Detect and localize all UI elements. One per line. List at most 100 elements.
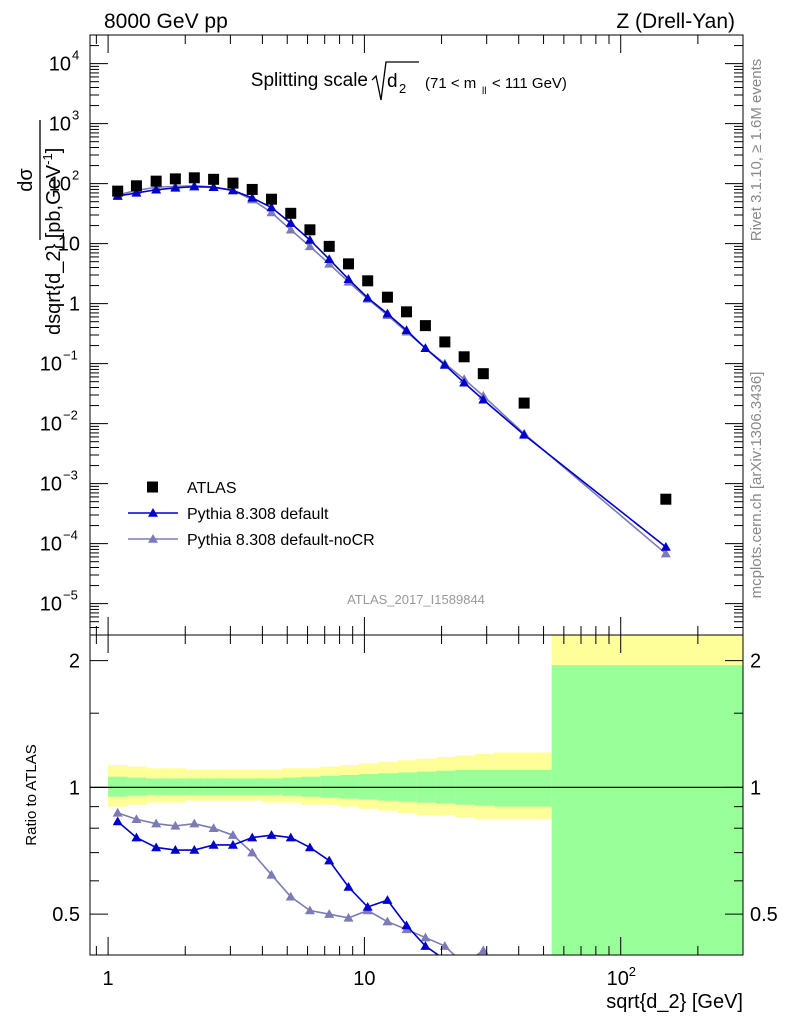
ratio-green-band (301, 776, 321, 797)
y-tick-label-exponent: −4 (63, 528, 78, 543)
ratio-series-marker (324, 909, 335, 918)
y-tick-label-exponent: −5 (63, 588, 78, 603)
y-label-den-main: dsqrt{d_2} [pb,GeV (43, 164, 65, 335)
x-tick-label: 1 (103, 968, 114, 990)
legend-triangle-marker (148, 534, 158, 543)
atlas-data-point (381, 291, 393, 303)
ratio-series-marker (420, 941, 431, 950)
analysis-watermark: ATLAS_2017_I1589844 (347, 592, 485, 607)
main-series-marker (227, 185, 238, 195)
atlas-data-point (458, 351, 470, 363)
ratio-y-tick-label-right: 1 (750, 777, 761, 799)
main-series-marker (266, 207, 277, 217)
ratio-series-marker (324, 855, 335, 865)
ratio-green-band (204, 778, 225, 795)
y-tick-label-exponent: −2 (63, 408, 78, 423)
atlas-data-point (246, 183, 258, 195)
ratio-series-marker (382, 895, 393, 904)
legend-triangle-marker (148, 508, 158, 517)
atlas-data-point (150, 175, 162, 187)
ratio-series-marker (247, 847, 258, 857)
ratio-series-marker (189, 818, 200, 828)
ratio-green-band (281, 777, 302, 796)
ratio-series-marker (266, 830, 277, 839)
ratio-series-marker (112, 807, 123, 817)
ratio-y-tick-label: 2 (69, 651, 80, 673)
ratio-green-band (146, 778, 167, 795)
atlas-data-point (660, 493, 672, 505)
main-series-marker (247, 192, 258, 202)
y-tick-label-exponent: −1 (63, 348, 78, 363)
main-title-text: Splitting scale (251, 70, 368, 91)
ratio-series-marker (227, 839, 238, 849)
atlas-data-point (169, 173, 181, 185)
ratio-series-marker (170, 845, 181, 854)
atlas-data-point (323, 240, 335, 252)
ratio-bands (90, 635, 743, 955)
header-right: Z (Drell-Yan) (616, 10, 735, 33)
ratio-y-tick-label: 0.5 (52, 904, 80, 926)
atlas-data-point (518, 397, 530, 409)
ratio-panel-frame (89, 634, 744, 956)
y-label-numerator: dσ (15, 168, 37, 192)
ratio-series-marker (459, 959, 469, 968)
atlas-data-point (265, 193, 277, 205)
main-series-marker (439, 359, 450, 369)
y-tick-label: 10 (49, 174, 71, 196)
ratio-axes: 0.5 0.5 1 1 2 2 (52, 635, 778, 955)
ratio-series-marker (208, 839, 219, 849)
ratio-green-band (551, 665, 743, 955)
main-series-marker (420, 343, 431, 353)
x-tick-label: 10 (607, 968, 629, 990)
ratio-series-marker (208, 823, 219, 832)
y-tick-label: 10 (40, 354, 62, 376)
main-series-marker (519, 429, 530, 439)
main-title-range-end: < 111 GeV) (492, 75, 567, 92)
y-tick-label-exponent: 3 (72, 108, 79, 123)
main-series-marker (660, 548, 671, 558)
y-tick-label: 10 (40, 594, 62, 616)
main-series-marker (660, 541, 671, 551)
main-series-line (117, 184, 667, 555)
atlas-data-point (285, 207, 297, 219)
main-title-symbol: d (387, 71, 398, 92)
y-tick-label: 10 (40, 534, 62, 556)
main-series-marker (304, 234, 315, 244)
main-y-axis-label: dσ dsqrt{d_2} [pb,GeV-1] (15, 120, 65, 335)
y-tick-label-exponent: 4 (72, 48, 79, 63)
ratio-series-marker (131, 814, 142, 824)
ratio-series-marker (131, 832, 142, 842)
ratio-series-marker (170, 820, 181, 830)
ratio-series-marker (444, 954, 446, 955)
ratio-series-marker (227, 830, 238, 839)
ratio-series-marker (343, 882, 354, 891)
main-series-marker (382, 308, 393, 318)
ratio-series-marker (420, 932, 431, 942)
main-series-marker (459, 377, 470, 387)
atlas-data-point (304, 224, 316, 236)
x-tick-label-exponent: 2 (629, 964, 636, 979)
ratio-series-marker (112, 816, 123, 826)
main-series-marker (478, 394, 489, 404)
atlas-data-point (188, 172, 200, 184)
atlas-data-point (362, 275, 374, 287)
main-series-marker (285, 224, 296, 234)
atlas-data-point (477, 368, 489, 380)
atlas-data-point (208, 173, 220, 185)
y-tick-label-exponent: −3 (63, 468, 78, 483)
x-axis-label: sqrt{d_2} [GeV] (606, 991, 743, 1013)
y-label-denominator: dsqrt{d_2} [pb,GeV-1] (40, 148, 65, 335)
sqrt-symbol (371, 61, 419, 101)
y-label-den-end: ] (43, 148, 65, 154)
atlas-data-point (343, 258, 355, 270)
ratio-y-axis-label: Ratio to ATLAS (23, 744, 40, 845)
main-title-symbol-sub: 2 (399, 81, 406, 96)
legend-label: Pythia 8.308 default (187, 506, 329, 523)
ratio-green-band (127, 777, 147, 796)
ratio-series-marker (439, 941, 450, 950)
ratio-y-tick-label: 1 (69, 777, 80, 799)
ratio-series-marker (151, 818, 162, 828)
ratio-green-band (108, 776, 128, 797)
main-series-marker (304, 241, 315, 251)
